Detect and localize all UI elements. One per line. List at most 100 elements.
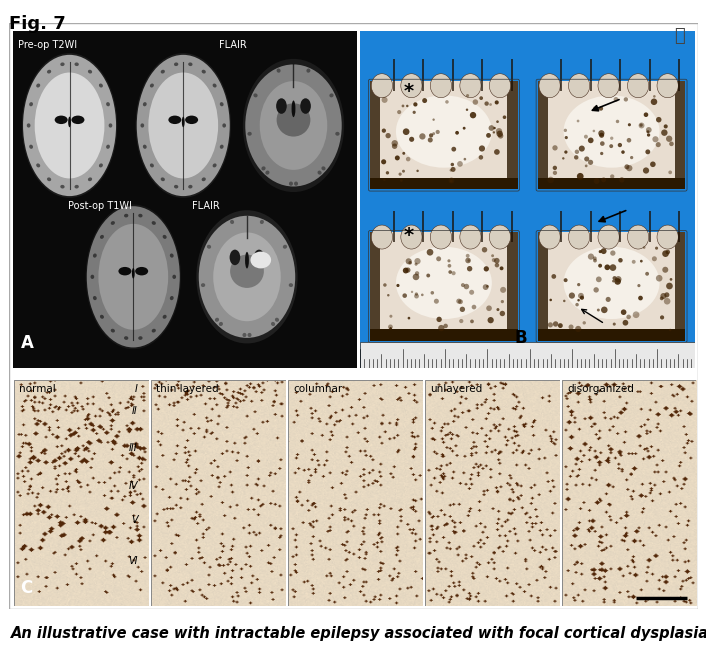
- Ellipse shape: [98, 224, 168, 330]
- Circle shape: [407, 317, 410, 320]
- Circle shape: [414, 294, 419, 298]
- Circle shape: [577, 283, 580, 286]
- Circle shape: [585, 165, 587, 167]
- Ellipse shape: [199, 216, 295, 338]
- Circle shape: [602, 178, 606, 182]
- Circle shape: [472, 305, 477, 310]
- Circle shape: [568, 324, 573, 330]
- Ellipse shape: [140, 123, 144, 128]
- Circle shape: [496, 131, 503, 137]
- Ellipse shape: [106, 145, 110, 149]
- Circle shape: [450, 180, 453, 182]
- Bar: [393, 210, 395, 242]
- Circle shape: [488, 317, 493, 323]
- Ellipse shape: [138, 214, 143, 217]
- Ellipse shape: [207, 244, 211, 248]
- Ellipse shape: [148, 73, 218, 178]
- Text: An illustrative case with intractable epilepsy associated with focal cortical dy: An illustrative case with intractable ep…: [11, 626, 706, 641]
- Circle shape: [621, 310, 626, 315]
- Circle shape: [600, 152, 604, 155]
- Circle shape: [588, 137, 594, 143]
- Circle shape: [600, 141, 604, 146]
- Ellipse shape: [330, 93, 334, 97]
- Circle shape: [467, 266, 472, 272]
- Ellipse shape: [106, 102, 110, 107]
- Ellipse shape: [90, 274, 94, 279]
- Circle shape: [387, 294, 390, 296]
- Ellipse shape: [213, 83, 217, 87]
- Circle shape: [412, 111, 416, 114]
- Circle shape: [461, 283, 465, 287]
- Ellipse shape: [174, 185, 179, 188]
- Circle shape: [433, 119, 435, 121]
- Text: *: *: [404, 226, 414, 245]
- Circle shape: [646, 127, 652, 133]
- Ellipse shape: [222, 123, 226, 128]
- Circle shape: [593, 256, 597, 260]
- Circle shape: [398, 172, 402, 176]
- Bar: [619, 59, 621, 91]
- Bar: [508, 232, 517, 341]
- Bar: [510, 59, 513, 91]
- Ellipse shape: [265, 170, 270, 174]
- Ellipse shape: [318, 170, 322, 174]
- Circle shape: [405, 268, 410, 272]
- Circle shape: [588, 160, 593, 165]
- Circle shape: [644, 113, 648, 117]
- Ellipse shape: [150, 83, 154, 87]
- Circle shape: [548, 322, 553, 328]
- Bar: [675, 232, 686, 341]
- Ellipse shape: [253, 93, 258, 97]
- Circle shape: [574, 155, 578, 160]
- Text: V: V: [131, 515, 138, 525]
- Circle shape: [484, 101, 489, 106]
- Circle shape: [651, 99, 657, 105]
- Circle shape: [493, 131, 495, 134]
- Ellipse shape: [657, 74, 678, 98]
- Bar: [538, 232, 686, 341]
- Circle shape: [562, 157, 565, 160]
- Circle shape: [662, 267, 669, 273]
- Text: IV: IV: [128, 481, 138, 491]
- Circle shape: [633, 312, 640, 318]
- Ellipse shape: [292, 101, 295, 117]
- Ellipse shape: [138, 336, 143, 340]
- Circle shape: [451, 147, 456, 152]
- Circle shape: [593, 258, 597, 262]
- Ellipse shape: [245, 65, 342, 186]
- Ellipse shape: [143, 145, 147, 149]
- Circle shape: [621, 151, 625, 154]
- Circle shape: [413, 103, 417, 107]
- Circle shape: [503, 115, 506, 119]
- Circle shape: [436, 256, 441, 261]
- Ellipse shape: [150, 163, 154, 167]
- Circle shape: [396, 284, 400, 287]
- Circle shape: [436, 317, 442, 322]
- Circle shape: [660, 296, 664, 300]
- Circle shape: [582, 321, 586, 324]
- Ellipse shape: [22, 53, 117, 198]
- Ellipse shape: [85, 204, 181, 349]
- Circle shape: [655, 246, 658, 250]
- Circle shape: [417, 170, 419, 172]
- Ellipse shape: [111, 329, 115, 332]
- Circle shape: [397, 110, 401, 114]
- Ellipse shape: [230, 254, 264, 288]
- Circle shape: [409, 137, 414, 142]
- Ellipse shape: [275, 318, 279, 322]
- Bar: [370, 232, 517, 341]
- Ellipse shape: [136, 53, 231, 198]
- Circle shape: [640, 123, 642, 127]
- Ellipse shape: [628, 225, 649, 249]
- Bar: [422, 210, 424, 242]
- Circle shape: [456, 298, 462, 304]
- Circle shape: [434, 299, 439, 304]
- Ellipse shape: [568, 225, 590, 249]
- Text: *: *: [404, 82, 414, 101]
- Circle shape: [385, 133, 390, 139]
- Circle shape: [639, 123, 645, 129]
- Circle shape: [489, 103, 492, 106]
- Circle shape: [426, 274, 430, 278]
- Circle shape: [479, 155, 483, 160]
- Ellipse shape: [54, 116, 68, 124]
